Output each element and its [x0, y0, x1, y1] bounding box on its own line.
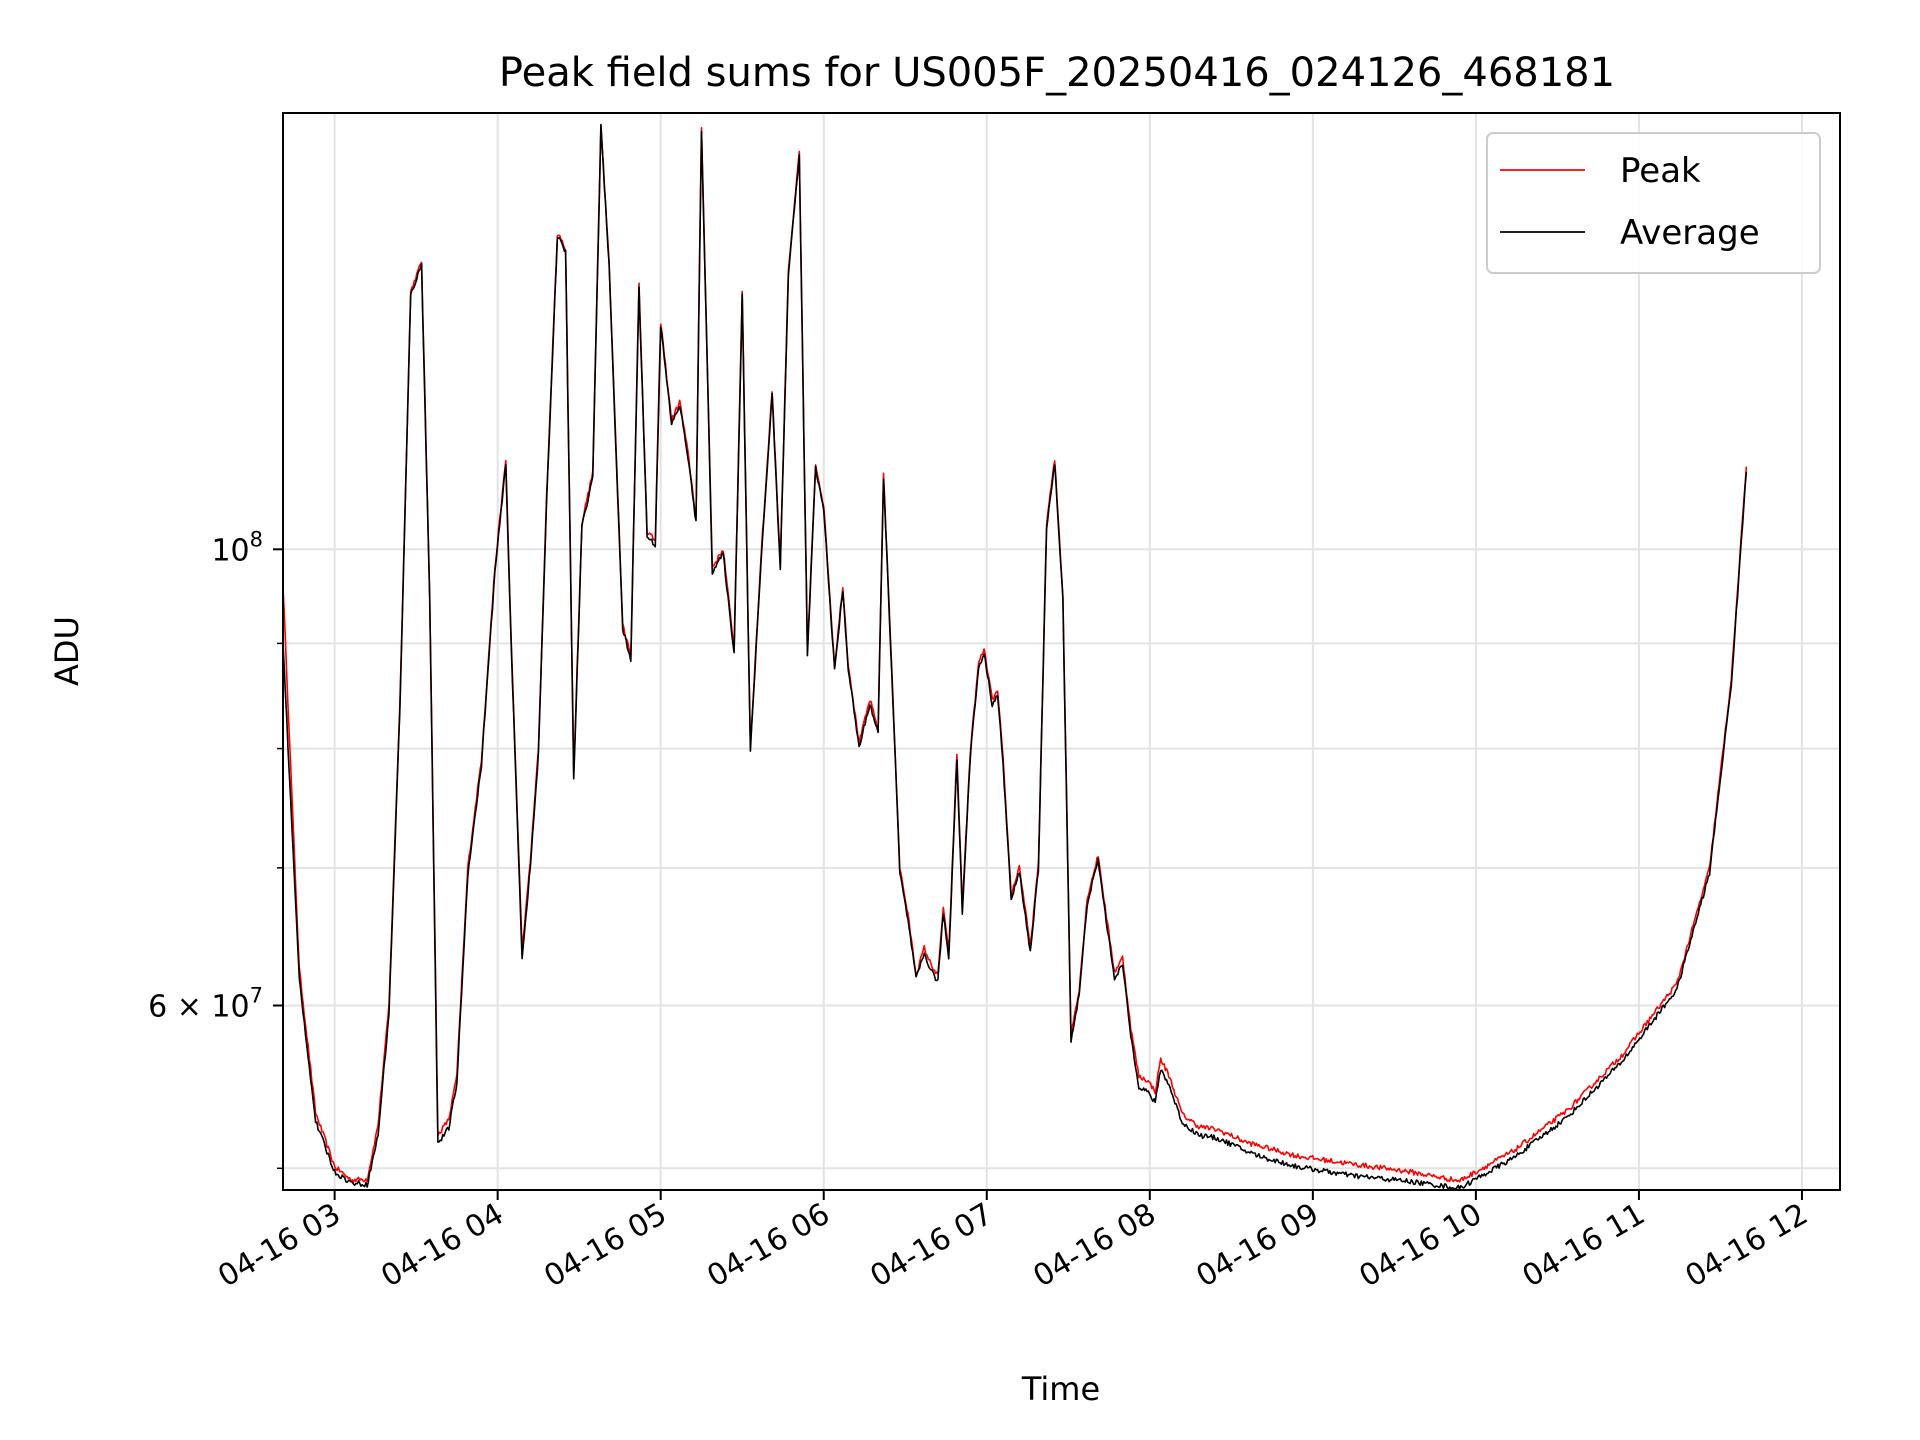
- series-line-average: [282, 123, 1748, 1190]
- series-layer: [282, 123, 1748, 1190]
- y-tick-exponent: 8: [250, 527, 263, 551]
- plot-frame: [282, 112, 1841, 1191]
- legend-label: Peak: [1620, 151, 1701, 191]
- y-tick-exponent: 7: [250, 983, 263, 1007]
- y-axis: 108 6 × 107: [148, 527, 283, 1170]
- y-tick-label: 108: [211, 527, 263, 568]
- y-tick-base: 10: [211, 533, 249, 568]
- legend: Peak Average: [1486, 132, 1821, 274]
- y-axis-title: ADU: [48, 616, 86, 686]
- chart-title: Peak field sums for US005F_20250416_0241…: [499, 50, 1615, 96]
- y-tick-base: 6 × 10: [148, 989, 249, 1024]
- x-axis-title: Time: [1021, 1370, 1100, 1408]
- legend-label: Average: [1620, 213, 1760, 253]
- y-tick-label: 6 × 107: [148, 983, 263, 1024]
- grid: [283, 113, 1840, 1190]
- legend-frame: [1486, 132, 1821, 274]
